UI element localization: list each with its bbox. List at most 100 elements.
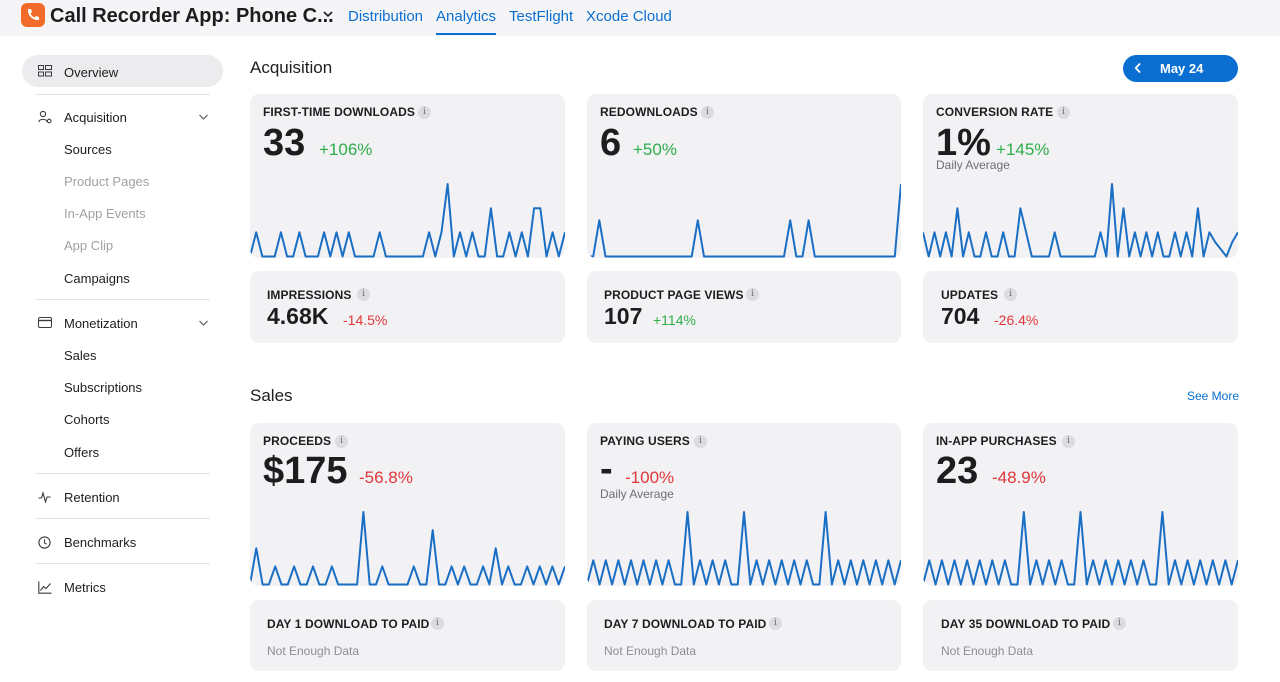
card-day7-download-to-paid[interactable]: DAY 7 DOWNLOAD TO PAID i Not Enough Data [587,600,901,671]
sidebar-item-retention[interactable]: Retention [64,490,120,505]
section-title-acquisition: Acquisition [250,58,333,77]
sparkline-series [923,183,1238,258]
chevron-down-icon[interactable] [198,319,209,327]
sidebar-label-overview: Overview [64,65,119,80]
pulse-icon [38,491,51,503]
info-icon[interactable]: i [694,435,707,448]
info-icon[interactable]: i [701,106,714,119]
date-picker-button[interactable]: May 24 [1123,55,1238,82]
card-label: PRODUCT PAGE VIEWS [604,288,744,302]
card-paying-users[interactable]: PAYING USERS i - -100% Daily Average [587,423,901,586]
card-day35-download-to-paid[interactable]: DAY 35 DOWNLOAD TO PAID i Not Enough Dat… [923,600,1238,671]
card-label: IMPRESSIONS [267,288,352,302]
chevron-down-icon[interactable] [198,113,209,121]
metric-change: +50% [633,140,677,159]
sidebar-item-acquisition[interactable]: Acquisition [64,110,127,125]
app-title[interactable]: Call Recorder App: Phone C... [50,5,334,27]
app-icon[interactable] [21,3,45,27]
metric-value: 23 [936,450,979,492]
card-impressions[interactable]: IMPRESSIONS i 4.68K -14.5% [250,271,565,343]
card-conversion-rate[interactable]: CONVERSION RATE i 1% +145% Daily Average [923,94,1238,258]
sidebar-item-offers[interactable]: Offers [64,445,100,460]
metric-value: 6 [600,122,622,164]
card-label: PAYING USERS [600,434,690,448]
info-icon[interactable]: i [1057,106,1070,119]
sidebar-item-sources[interactable]: Sources [64,142,112,157]
sidebar-item-product-pages: Product Pages [64,174,150,189]
info-icon[interactable]: i [335,435,348,448]
card-in-app-purchases[interactable]: IN-APP PURCHASES i 23 -48.9% [923,423,1238,586]
metric-note: Daily Average [600,487,674,501]
sparkline-chart [250,511,565,586]
info-icon[interactable]: i [431,617,444,630]
acquisition-icon [38,110,52,124]
metric-value: 704 [941,303,980,329]
sparkline-series [587,511,901,586]
metric-value: 107 [604,303,643,329]
see-more-link[interactable]: See More [1187,389,1240,403]
metric-change: -56.8% [359,468,413,487]
chevron-left-icon[interactable] [1134,62,1142,74]
sidebar-item-in-app-events: In-App Events [64,206,146,221]
sidebar-item-metrics[interactable]: Metrics [64,580,106,595]
tab-testflight[interactable]: TestFlight [509,8,574,25]
info-icon[interactable]: i [357,288,370,301]
metric-change: +114% [653,312,696,328]
sparkline-chart [587,183,901,258]
top-bar: Call Recorder App: Phone C... Distributi… [0,0,1280,36]
info-icon[interactable]: i [1062,435,1075,448]
card-proceeds[interactable]: PROCEEDS i $175 -56.8% [250,423,565,586]
metric-value: - [600,448,613,490]
card-product-page-views[interactable]: PRODUCT PAGE VIEWS i 107 +114% [587,271,901,343]
no-data-text: Not Enough Data [604,644,697,658]
sidebar-item-campaigns[interactable]: Campaigns [64,271,130,286]
sparkline-series [250,511,565,586]
chevron-down-icon[interactable] [322,8,334,20]
metric-value: 1% [936,122,991,164]
sidebar-item-overview[interactable] [22,55,223,87]
divider [35,473,210,474]
sparkline-chart [923,183,1238,258]
chart-icon [38,581,52,594]
sparkline-chart [923,511,1238,586]
metric-change: +106% [319,140,373,159]
info-icon[interactable]: i [1004,288,1017,301]
tab-distribution[interactable]: Distribution [348,8,424,25]
metric-change: -48.9% [992,468,1046,487]
sidebar-item-cohorts[interactable]: Cohorts [64,412,110,427]
card-redownloads[interactable]: REDOWNLOADS i 6 +50% [587,94,901,258]
tab-analytics[interactable]: Analytics [436,8,497,35]
card-icon [38,317,52,328]
info-icon[interactable]: i [418,106,431,119]
card-label: CONVERSION RATE [936,105,1054,119]
metric-note: Daily Average [936,158,1010,172]
sidebar-item-subscriptions[interactable]: Subscriptions [64,380,143,395]
divider [35,299,210,300]
card-label: DAY 35 DOWNLOAD TO PAID [941,617,1111,631]
info-icon[interactable]: i [746,288,759,301]
info-icon[interactable]: i [769,617,782,630]
metric-change: -100% [625,468,675,487]
card-day1-download-to-paid[interactable]: DAY 1 DOWNLOAD TO PAID i Not Enough Data [250,600,565,671]
info-icon[interactable]: i [1113,617,1126,630]
sidebar-item-benchmarks[interactable]: Benchmarks [64,535,137,550]
metric-value: $175 [263,450,348,492]
card-first-time-downloads[interactable]: FIRST-TIME DOWNLOADS i 33 +106% [250,94,565,258]
grid-icon [38,65,52,77]
sidebar-item-monetization[interactable]: Monetization [64,316,138,331]
sidebar-item-sales[interactable]: Sales [64,348,97,363]
divider [35,94,210,95]
date-label: May 24 [1160,61,1204,76]
no-data-text: Not Enough Data [941,644,1034,658]
sparkline-chart [250,183,565,258]
no-data-text: Not Enough Data [267,644,360,658]
sparkline-series [923,511,1238,586]
card-label: FIRST-TIME DOWNLOADS [263,105,415,119]
clock-icon [38,536,51,549]
divider [35,563,210,564]
tab-xcode-cloud[interactable]: Xcode Cloud [586,8,672,25]
sidebar-item-app-clip: App Clip [64,238,114,253]
card-updates[interactable]: UPDATES i 704 -26.4% [923,271,1238,343]
card-label: UPDATES [941,288,999,302]
card-label: REDOWNLOADS [600,105,698,119]
